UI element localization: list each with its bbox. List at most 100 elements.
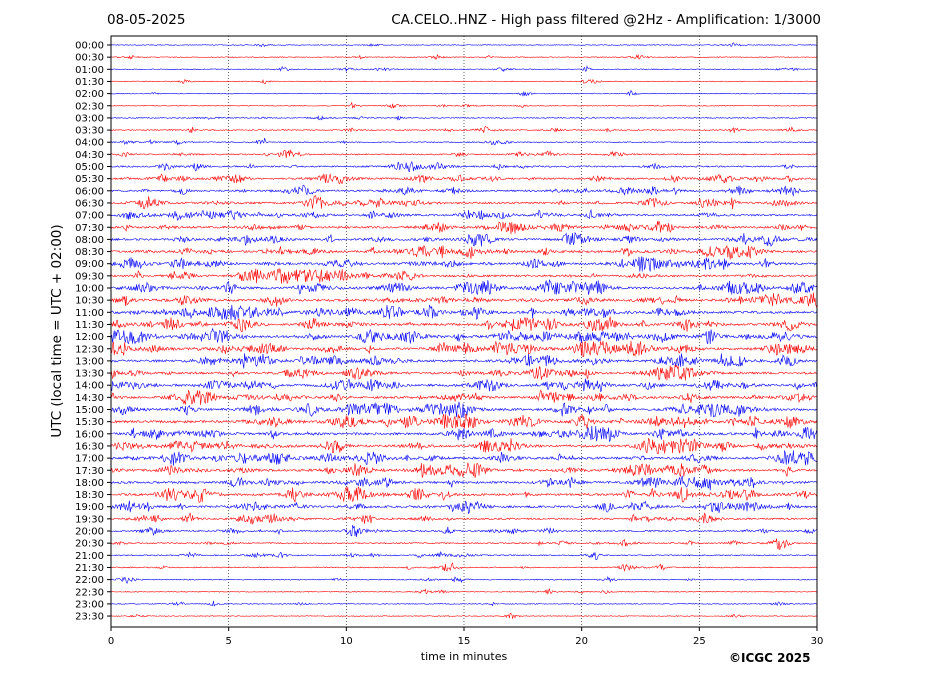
trace-2200 [110,575,817,584]
trace-0630 [110,195,817,210]
y-tick-label: 18:00 [75,478,104,489]
trace-1530 [110,413,817,429]
trace-0230 [110,101,817,110]
x-axis-ticks: 0 5 10 15 20 25 30 [108,627,823,647]
trace-0900 [110,256,817,272]
x-tick-label: 0 [108,636,114,647]
y-tick-label: 07:30 [75,223,104,234]
y-tick-label: 21:30 [75,563,104,574]
trace-1500 [110,401,817,418]
trace-0200 [110,89,817,97]
chart-title: CA.CELO..HNZ - High pass filtered @2Hz -… [391,12,821,28]
trace-1030 [110,292,817,308]
trace-1100 [110,304,817,321]
y-tick-label: 02:30 [75,101,104,112]
trace-1130 [110,316,817,333]
y-tick-label: 16:00 [75,429,104,440]
y-tick-label: 08:00 [75,235,104,246]
y-tick-label: 10:30 [75,296,104,307]
y-tick-label: 20:30 [75,539,104,550]
y-tick-label: 23:00 [75,599,104,610]
trace-0130 [110,79,817,85]
trace-1300 [110,353,817,369]
trace-1830 [110,486,817,504]
y-tick-label: 17:30 [75,466,104,477]
y-tick-label: 05:30 [75,174,104,185]
y-tick-label: 12:30 [75,344,104,355]
trace-1430 [110,389,817,405]
seismic-traces [110,42,817,619]
x-tick-label: 25 [693,636,706,647]
trace-1700 [110,450,817,466]
trace-0800 [110,231,817,247]
x-tick-label: 20 [575,636,588,647]
trace-0030 [110,53,817,60]
x-tick-label: 15 [458,636,471,647]
y-tick-label: 00:30 [75,53,104,64]
trace-2300 [110,600,817,607]
y-tick-label: 19:30 [75,514,104,525]
y-tick-label: 06:30 [75,198,104,209]
copyright-label: ©ICGC 2025 [729,651,811,665]
trace-2130 [110,562,817,573]
y-tick-label: 11:30 [75,320,104,331]
trace-0430 [110,149,817,158]
date-label: 08-05-2025 [107,12,186,28]
trace-1630 [110,437,817,455]
x-axis-label: time in minutes [420,650,508,663]
y-tick-label: 01:00 [75,65,104,76]
trace-1730 [110,462,817,478]
y-tick-label: 18:30 [75,490,104,501]
x-tick-label: 10 [340,636,353,647]
trace-0400 [110,137,817,146]
trace-2030 [110,538,817,551]
trace-2100 [110,550,817,561]
y-tick-label: 06:00 [75,186,104,197]
y-tick-label: 00:00 [75,41,104,52]
y-tick-label: 05:00 [75,162,104,173]
grid-lines [228,36,700,627]
y-tick-label: 07:00 [75,211,104,222]
trace-0700 [110,208,817,221]
trace-1800 [110,475,817,491]
trace-0600 [110,184,817,197]
y-tick-label: 22:00 [75,575,104,586]
y-tick-label: 20:00 [75,527,104,538]
trace-1930 [110,512,817,525]
y-tick-label: 13:30 [75,369,104,380]
trace-1200 [110,327,817,345]
y-tick-label: 14:30 [75,393,104,404]
y-tick-label: 15:00 [75,405,104,416]
trace-1000 [110,279,817,295]
y-tick-label: 09:30 [75,271,104,282]
y-tick-label: 08:30 [75,247,104,258]
y-tick-label: 11:00 [75,308,104,319]
y-tick-label: 04:00 [75,138,104,149]
trace-0300 [110,115,817,121]
y-tick-label: 16:30 [75,441,104,452]
trace-2230 [110,588,817,595]
trace-1230 [110,340,817,358]
trace-0730 [110,220,817,235]
y-tick-label: 01:30 [75,77,104,88]
trace-0930 [110,267,817,284]
trace-0000 [110,42,817,48]
y-tick-label: 17:00 [75,454,104,465]
trace-2000 [110,525,817,538]
trace-0330 [110,125,817,133]
trace-0100 [110,65,817,73]
y-tick-label: 21:00 [75,551,104,562]
trace-1900 [110,500,817,514]
y-tick-label: 02:00 [75,89,104,100]
x-tick-label: 5 [225,636,231,647]
y-tick-label: 13:00 [75,356,104,367]
y-tick-label: 14:00 [75,381,104,392]
y-tick-label: 03:30 [75,126,104,137]
y-tick-label: 23:30 [75,612,104,623]
trace-0500 [110,160,817,173]
trace-1600 [110,425,817,443]
y-tick-label: 04:30 [75,150,104,161]
